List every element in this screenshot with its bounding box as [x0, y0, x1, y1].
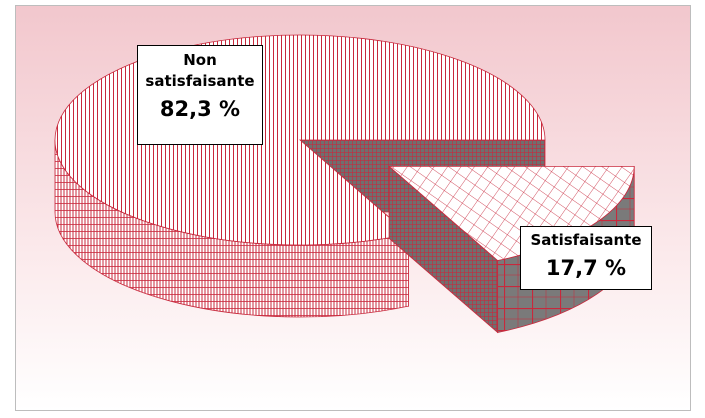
data-label-box: Satisfaisante 17,7 % [520, 226, 652, 290]
category-label: Satisfaisante [530, 231, 642, 249]
category-label: Non satisfaisante [145, 51, 255, 90]
value-label: 82,3 % [159, 97, 241, 121]
value-label: 17,7 % [545, 256, 627, 280]
data-label-box: Non satisfaisante 82,3 % [137, 45, 263, 145]
